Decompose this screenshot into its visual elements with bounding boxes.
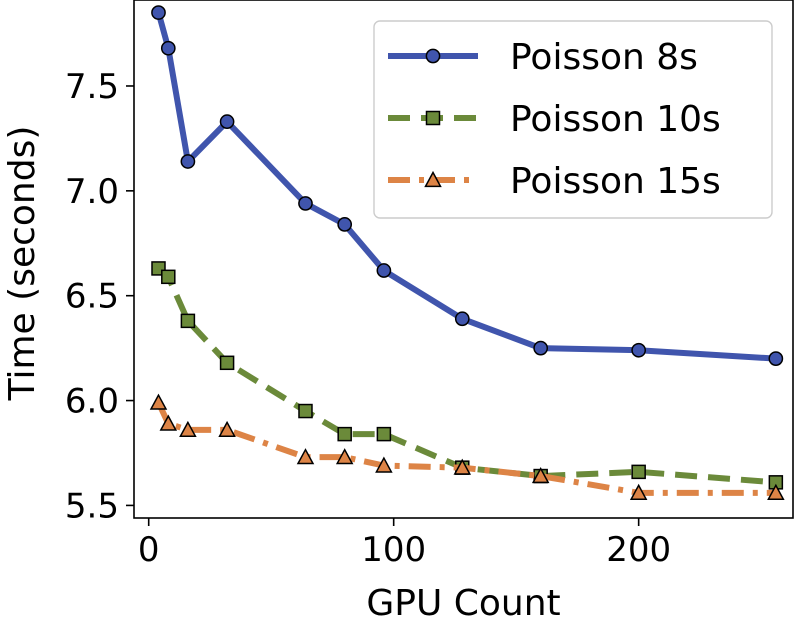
data-point	[767, 483, 785, 500]
legend-label: Poisson 15s	[510, 161, 721, 202]
legend-box	[373, 20, 773, 219]
legend: Poisson 8s Poisson 10s Poisson 15s	[373, 20, 773, 219]
x-axis-label: GPU Count	[366, 583, 560, 624]
data-point	[531, 466, 550, 484]
series-poisson-8s	[151, 5, 784, 366]
y-tick-label: 7.5	[65, 67, 119, 107]
data-point	[149, 393, 168, 410]
legend-item: Poisson 8s	[388, 37, 698, 78]
plot-area	[149, 5, 785, 500]
legend-marker	[425, 110, 441, 126]
legend-label: Poisson 10s	[510, 99, 721, 140]
legend-marker	[425, 48, 441, 64]
data-point	[161, 269, 176, 285]
data-point	[533, 340, 549, 356]
data-point	[218, 420, 236, 438]
data-point	[454, 311, 470, 327]
y-axis-label: Time (seconds)	[2, 126, 43, 402]
axis-ticks: 0 100 200 5.5 6.0 6.5 7.0 7.5	[65, 67, 671, 570]
data-point	[768, 351, 784, 366]
legend-item: Poisson 15s	[388, 161, 721, 202]
data-point	[180, 313, 196, 329]
data-point	[159, 414, 178, 431]
legend-label: Poisson 8s	[510, 37, 698, 78]
data-point	[180, 154, 196, 169]
y-tick-label: 6.5	[65, 277, 119, 317]
series-poisson-10s	[151, 261, 784, 490]
data-point	[219, 114, 235, 129]
y-tick-label: 5.5	[65, 486, 119, 526]
data-point	[179, 420, 197, 438]
data-point	[631, 342, 647, 358]
data-point	[376, 426, 392, 442]
data-point	[335, 448, 354, 465]
data-point	[629, 483, 648, 500]
series-line	[156, 266, 777, 486]
data-point	[298, 403, 313, 419]
data-point	[160, 40, 176, 56]
y-tick-label: 6.0	[65, 382, 119, 422]
legend-marker	[424, 170, 442, 188]
data-point	[337, 426, 352, 442]
data-point	[631, 464, 646, 480]
legend-item: Poisson 10s	[388, 99, 721, 140]
series-line	[155, 401, 776, 496]
data-point	[375, 456, 393, 473]
axes-frame	[133, 0, 794, 519]
y-tick-label: 7.0	[65, 172, 119, 212]
data-point	[219, 355, 235, 371]
data-point	[453, 458, 472, 475]
data-point	[376, 263, 392, 278]
x-tick-label: 100	[361, 530, 426, 570]
x-tick-label: 200	[606, 530, 671, 570]
x-tick-label: 0	[138, 530, 160, 570]
data-point	[296, 448, 315, 465]
data-point	[151, 5, 166, 20]
data-point	[298, 196, 313, 211]
series-poisson-15s	[149, 393, 785, 500]
data-point	[337, 217, 353, 232]
